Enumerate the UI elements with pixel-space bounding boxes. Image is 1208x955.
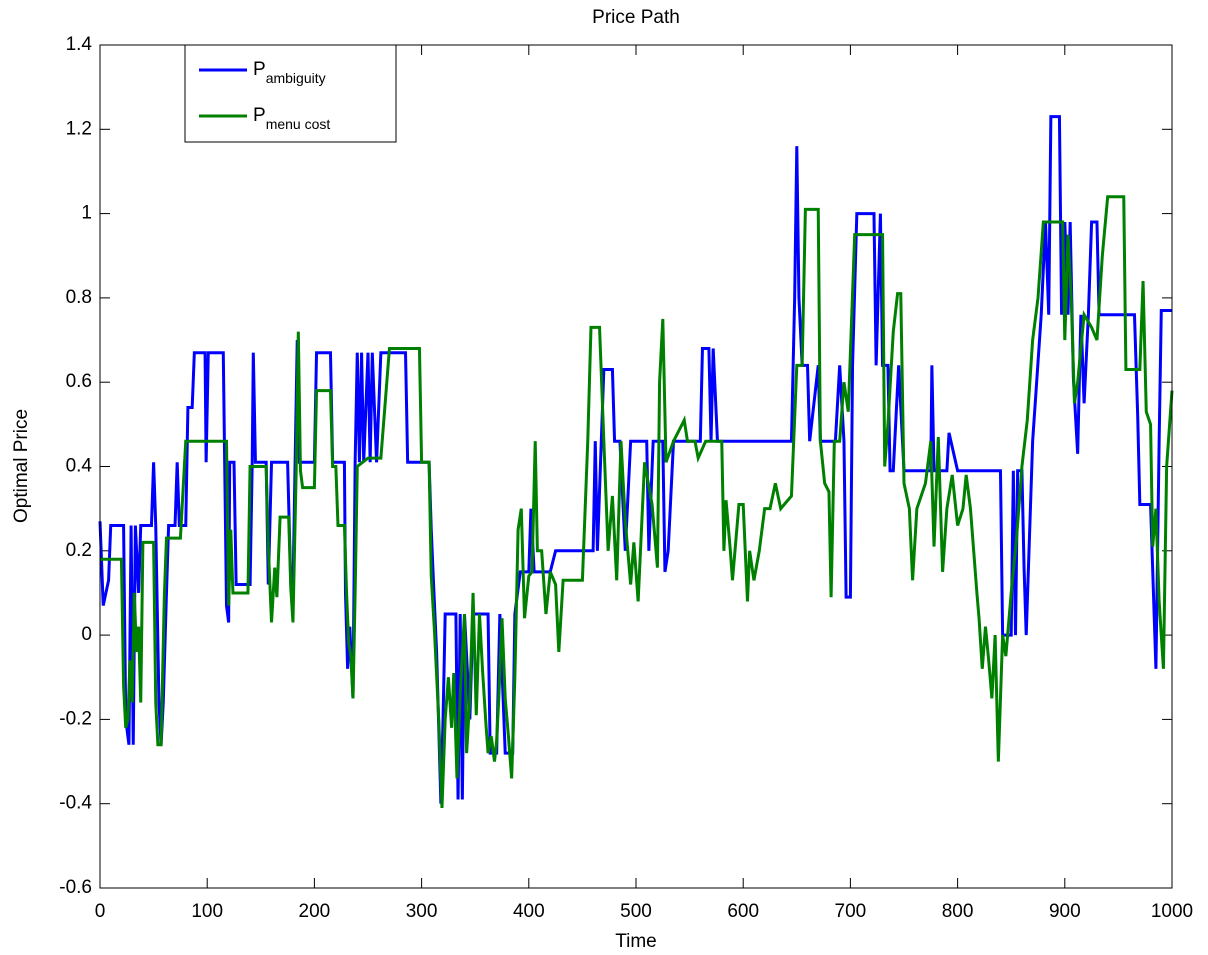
legend-label: Pambiguity (253, 59, 326, 86)
x-tick-label: 400 (513, 901, 545, 922)
x-tick-label: 200 (299, 901, 331, 922)
y-tick-label: 1.4 (66, 34, 93, 55)
y-axis-label: Optimal Price (11, 409, 32, 523)
y-tick-label: 0.2 (66, 540, 92, 561)
y-tick-label: -0.4 (59, 793, 92, 814)
data-line (98, 115, 1172, 804)
y-tick-label: 0.8 (66, 287, 92, 308)
y-tick-label: 0.6 (66, 371, 92, 392)
data-line (100, 195, 1174, 808)
y-tick-label: 1 (81, 203, 92, 224)
y-tick-label: -0.2 (59, 708, 92, 729)
x-tick-label: 900 (1049, 901, 1081, 922)
axes-frame (99, 44, 1173, 889)
x-tick-label: 600 (727, 901, 759, 922)
x-axis-label: Time (615, 931, 657, 952)
legend-subscript: menu cost (266, 116, 331, 132)
x-tick-label: 1000 (1151, 901, 1193, 922)
y-tick-label: 1.2 (66, 118, 92, 139)
x-tick-label: 100 (191, 901, 223, 922)
legend-subscript: ambiguity (266, 70, 326, 86)
x-tick-label: 500 (620, 901, 652, 922)
legend-box (184, 44, 397, 143)
legend-name: P (253, 105, 266, 126)
legend-name: P (253, 59, 266, 80)
legend-label: Pmenu cost (253, 105, 330, 132)
x-tick-label: 300 (406, 901, 438, 922)
x-tick-label: 0 (95, 901, 106, 922)
y-tick-label: 0 (81, 624, 92, 645)
chart-title: Price Path (592, 7, 680, 28)
x-tick-label: 800 (942, 901, 974, 922)
y-tick-label: 0.4 (66, 456, 93, 477)
y-tick-label: -0.6 (59, 877, 92, 898)
x-tick-label: 700 (835, 901, 867, 922)
